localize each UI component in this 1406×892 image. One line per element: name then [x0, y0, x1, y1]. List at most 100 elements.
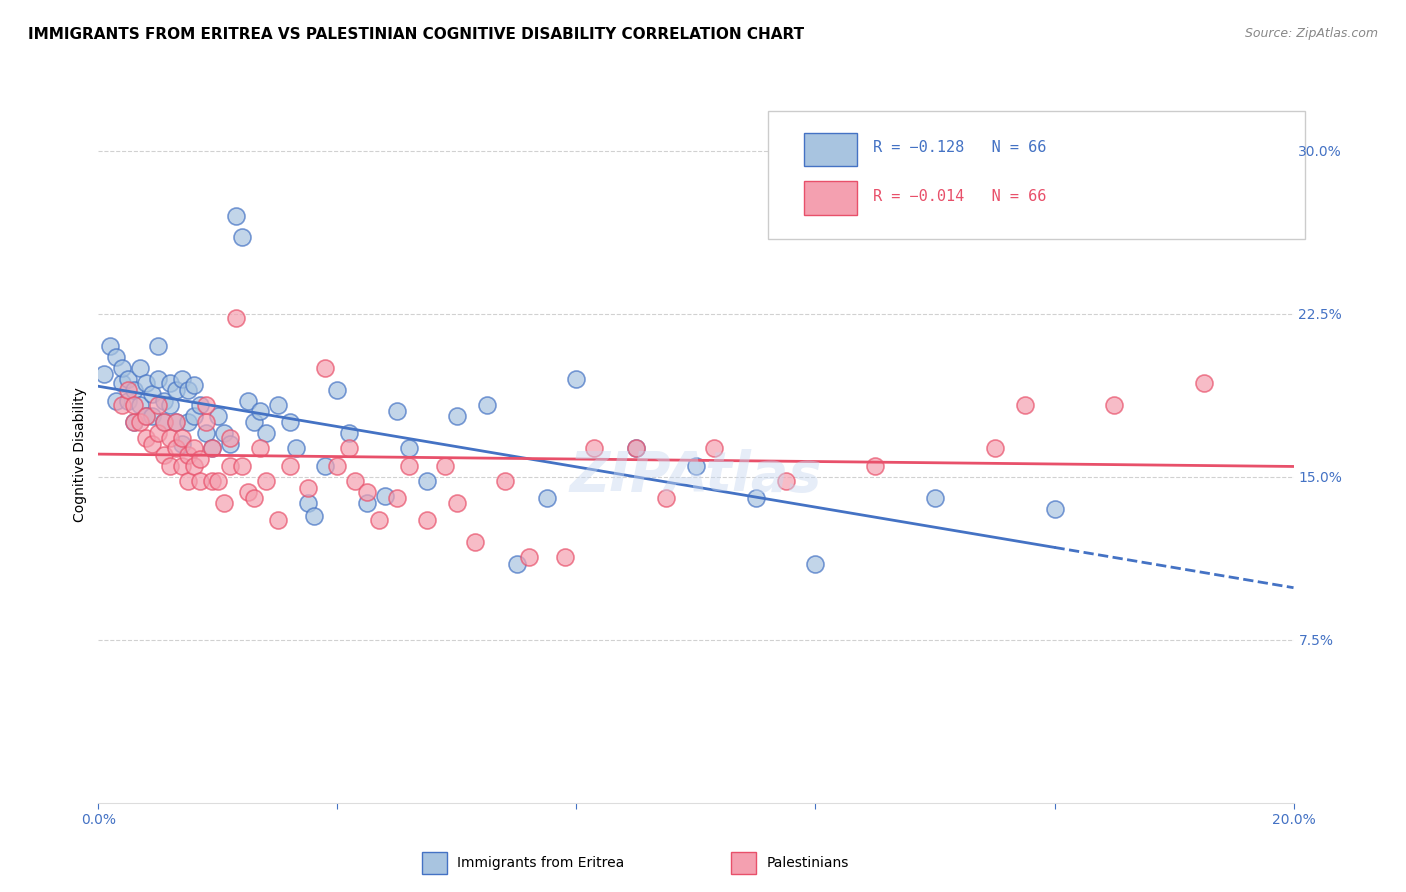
Point [141, 437, 163, 451]
Point [583, 442, 606, 456]
Point [416, 513, 439, 527]
Point [225, 209, 247, 223]
Point [565, 372, 588, 386]
Point [326, 383, 349, 397]
Point [254, 426, 277, 441]
Point [984, 442, 1007, 456]
Point [416, 474, 439, 488]
Point [117, 383, 139, 397]
Point [129, 360, 152, 375]
Point [124, 383, 146, 397]
Point [1104, 398, 1126, 412]
Point [165, 383, 187, 397]
Point [153, 448, 176, 462]
Point [111, 360, 134, 375]
Point [212, 496, 235, 510]
Point [148, 372, 170, 386]
Point [177, 474, 200, 488]
Point [177, 448, 200, 462]
Point [141, 387, 163, 401]
Point [249, 404, 271, 418]
Point [219, 458, 242, 473]
Point [105, 350, 128, 364]
Point [195, 426, 218, 441]
Point [924, 491, 946, 506]
Point [326, 458, 349, 473]
Text: R = −0.014   N = 66: R = −0.014 N = 66 [873, 188, 1046, 203]
Point [159, 431, 181, 445]
Point [249, 442, 271, 456]
Point [865, 458, 887, 473]
Point [1043, 502, 1066, 516]
Point [344, 474, 367, 488]
Point [183, 409, 205, 423]
Y-axis label: Cognitive Disability: Cognitive Disability [73, 387, 87, 523]
Point [464, 535, 486, 549]
Point [385, 491, 409, 506]
Text: Palestinians: Palestinians [766, 856, 849, 871]
Point [159, 458, 181, 473]
Point [141, 409, 163, 423]
Point [236, 393, 259, 408]
Point [243, 415, 266, 429]
Text: Immigrants from Eritrea: Immigrants from Eritrea [457, 856, 624, 871]
Point [446, 409, 468, 423]
Point [159, 376, 181, 391]
Point [111, 376, 134, 391]
Point [172, 372, 194, 386]
Point [148, 426, 170, 441]
Point [315, 360, 337, 375]
Point [339, 426, 360, 441]
Point [165, 442, 187, 456]
Point [517, 550, 540, 565]
Point [236, 484, 259, 499]
Text: Source: ZipAtlas.com: Source: ZipAtlas.com [1244, 27, 1378, 40]
Point [368, 513, 391, 527]
Point [446, 496, 468, 510]
Point [117, 372, 139, 386]
Point [135, 409, 157, 423]
Point [124, 415, 146, 429]
Point [165, 415, 187, 429]
Point [195, 398, 218, 412]
Point [267, 398, 290, 412]
Point [188, 452, 211, 467]
Point [153, 415, 176, 429]
Point [703, 442, 725, 456]
Point [148, 339, 170, 353]
Point [385, 404, 409, 418]
Point [183, 442, 205, 456]
Point [183, 458, 205, 473]
Point [129, 398, 152, 412]
Point [243, 491, 266, 506]
Point [1014, 398, 1036, 412]
Point [135, 376, 157, 391]
Point [554, 550, 576, 565]
Point [148, 398, 170, 412]
Text: R = −0.128   N = 66: R = −0.128 N = 66 [873, 140, 1046, 155]
Point [297, 496, 319, 510]
Point [434, 458, 457, 473]
Text: ZIPAtlas: ZIPAtlas [569, 449, 823, 503]
Point [207, 409, 229, 423]
Point [201, 474, 224, 488]
Point [775, 474, 797, 488]
Point [135, 431, 157, 445]
Point [172, 431, 194, 445]
FancyBboxPatch shape [768, 111, 1305, 239]
Point [172, 437, 194, 451]
Point [225, 310, 247, 325]
Point [284, 442, 307, 456]
Point [626, 442, 648, 456]
Point [494, 474, 516, 488]
Point [745, 491, 768, 506]
Point [254, 474, 277, 488]
Point [159, 398, 181, 412]
Point [267, 513, 290, 527]
Point [195, 415, 218, 429]
Point [165, 415, 187, 429]
Bar [804, 181, 858, 215]
Point [100, 339, 122, 353]
Point [398, 442, 420, 456]
Point [1192, 376, 1215, 391]
